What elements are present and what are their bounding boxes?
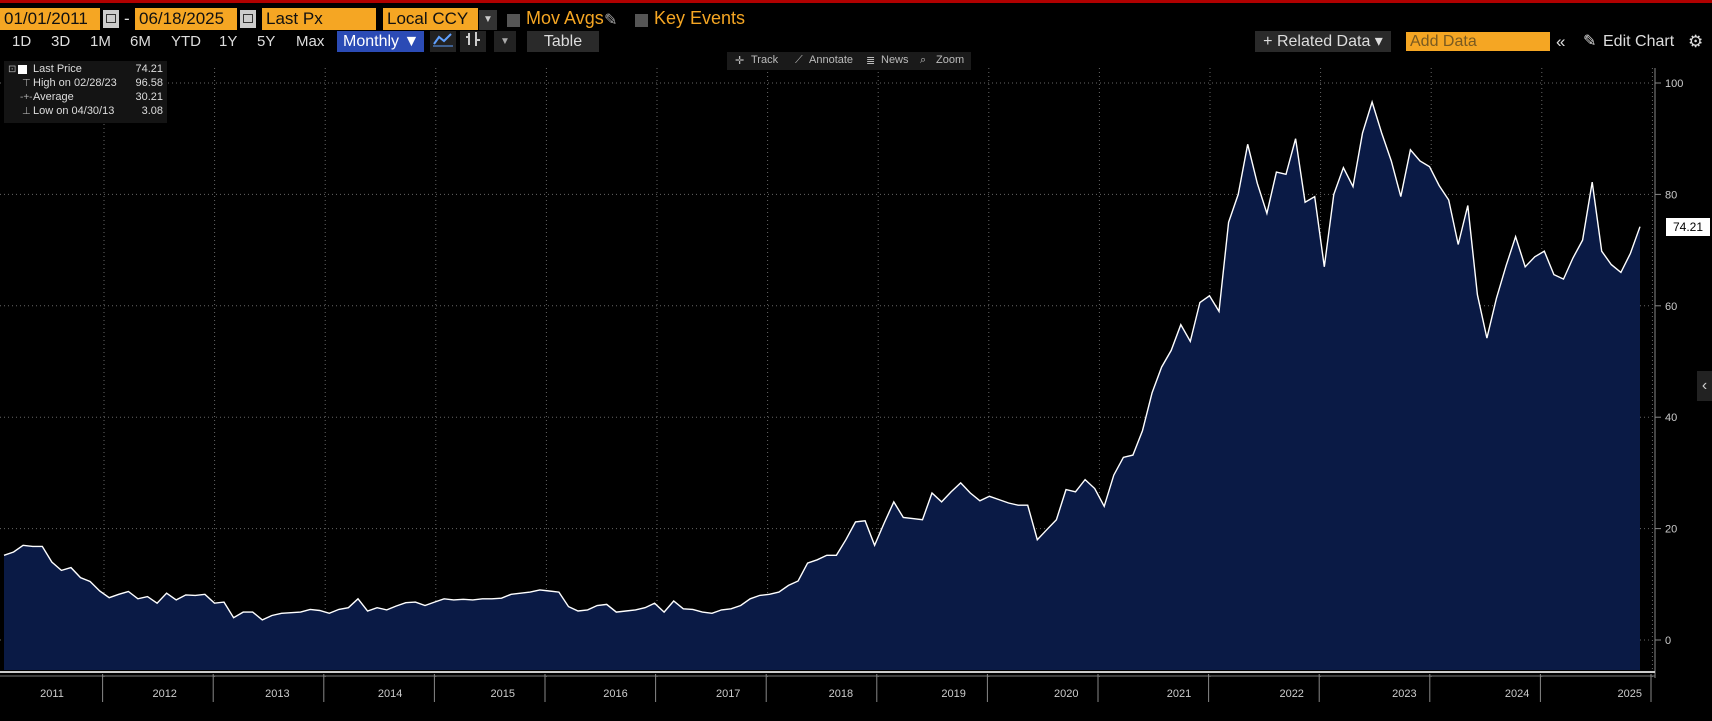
period-ytd-button[interactable]: YTD	[171, 33, 201, 50]
x-tick-label: 2022	[1279, 688, 1303, 700]
currency-selector[interactable]: Local CCY	[383, 8, 478, 30]
y-axis: 0 20 40 60 80 100	[1654, 68, 1683, 678]
calendar-icon[interactable]	[240, 10, 256, 28]
period-1y-button[interactable]: 1Y	[219, 33, 238, 50]
x-tick-label: 2017	[716, 688, 740, 700]
key-events-label[interactable]: Key Events	[654, 8, 746, 28]
legend-high-value: 96.58	[135, 77, 163, 89]
chart-mini-toolbar: ✛ Track ⟋ Annotate ≣ News ⌕ Zoom	[727, 52, 971, 70]
legend-swatch-icon[interactable]	[18, 65, 27, 74]
annotate-button[interactable]: Annotate	[809, 54, 854, 66]
line-chart-icon[interactable]	[430, 31, 456, 52]
x-tick-label: 2012	[152, 688, 176, 700]
y-tick-label: 60	[1665, 301, 1677, 313]
annotate-icon[interactable]: ⟋	[795, 54, 803, 66]
add-data-input[interactable]	[1406, 32, 1550, 51]
bar-chart-icon[interactable]	[460, 31, 486, 52]
chevron-down-icon[interactable]: ▼	[479, 10, 497, 30]
legend-last-price-value: 74.21	[135, 63, 163, 75]
period-6m-button[interactable]: 6M	[130, 33, 151, 50]
x-tick-label: 2014	[378, 688, 402, 700]
table-button[interactable]: Table	[527, 31, 599, 52]
period-5y-button[interactable]: 5Y	[257, 33, 276, 50]
x-tick-label: 2019	[941, 688, 965, 700]
legend-last-price-label: Last Price	[33, 63, 82, 75]
chart-legend: ⊡ Last Price 74.21 ⊤ High on 02/28/23 96…	[4, 61, 167, 123]
legend-high-label: High on 02/28/23	[33, 77, 117, 89]
edit-chart-button[interactable]: Edit Chart	[1603, 33, 1675, 50]
track-button[interactable]: Track	[751, 54, 779, 66]
x-tick-label: 2018	[829, 688, 853, 700]
x-tick-label: 2011	[40, 688, 64, 700]
x-tick-label: 2015	[491, 688, 515, 700]
date-range-bar: 01/01/2011 - 06/18/2025 Last Px Local CC…	[0, 6, 1712, 31]
news-button[interactable]: News	[881, 54, 909, 66]
start-date-field[interactable]: 01/01/2011	[0, 8, 100, 30]
y-tick-label: 40	[1665, 412, 1677, 424]
related-data-button[interactable]: + Related Data ▾	[1255, 31, 1391, 52]
mov-avgs-checkbox[interactable]	[507, 14, 520, 27]
gear-icon[interactable]: ⚙	[1688, 32, 1704, 51]
add-data-field[interactable]	[1406, 32, 1550, 51]
legend-average-value: 30.21	[135, 91, 163, 103]
news-icon[interactable]: ≣	[866, 55, 876, 67]
average-marker-icon: -+-	[20, 92, 33, 103]
last-price-tag: 74.21	[1666, 218, 1710, 236]
pencil-icon[interactable]: ✎	[1583, 33, 1597, 50]
x-tick-label: 2016	[603, 688, 627, 700]
high-marker-icon: ⊤	[22, 78, 31, 89]
mov-avgs-label[interactable]: Mov Avgs	[526, 8, 604, 28]
y-tick-label: 100	[1665, 78, 1683, 90]
x-axis: 2011 2012 2013 2014 2015 2016 2017 2018 2019 2020…	[0, 671, 1655, 702]
legend-low-label: Low on 04/30/13	[33, 105, 115, 117]
price-area-fill	[4, 102, 1640, 670]
x-tick-label: 2025	[1618, 688, 1642, 700]
period-max-button[interactable]: Max	[296, 33, 325, 50]
x-tick-label: 2020	[1054, 688, 1078, 700]
period-1m-button[interactable]: 1M	[90, 33, 111, 50]
period-toolbar: 1D 3D 1M 6M YTD 1Y 5Y Max Monthly ▼ ▼ Ta…	[0, 31, 1712, 53]
pencil-icon[interactable]: ✎	[604, 12, 618, 29]
crosshair-icon[interactable]: ✛	[735, 55, 745, 67]
y-tick-label: 20	[1665, 524, 1677, 536]
key-events-checkbox[interactable]	[635, 14, 648, 27]
y-tick-label: 80	[1665, 189, 1677, 201]
field-selector[interactable]: Last Px	[262, 8, 376, 30]
low-marker-icon: ⊥	[22, 106, 31, 117]
chevron-down-icon[interactable]: ▼	[494, 31, 516, 52]
legend-low-value: 3.08	[141, 105, 163, 117]
zoom-icon[interactable]: ⌕	[920, 54, 927, 66]
collapse-left-icon[interactable]: «	[1556, 32, 1566, 51]
x-tick-label: 2021	[1167, 688, 1191, 700]
y-tick-label: 0	[1665, 635, 1671, 647]
legend-bracket-icon: ⊡	[8, 64, 17, 75]
x-tick-label: 2024	[1505, 688, 1529, 700]
end-date-field[interactable]: 06/18/2025	[135, 8, 237, 30]
expand-panel-icon[interactable]: ‹	[1697, 371, 1712, 401]
x-tick-label: 2013	[265, 688, 289, 700]
price-line	[3, 99, 1641, 621]
zoom-button[interactable]: Zoom	[936, 54, 965, 66]
calendar-icon[interactable]	[103, 10, 119, 28]
top-accent-line	[0, 0, 1712, 3]
period-3d-button[interactable]: 3D	[51, 33, 71, 50]
period-1d-button[interactable]: 1D	[12, 33, 32, 50]
x-tick-label: 2023	[1392, 688, 1416, 700]
date-separator: -	[124, 9, 130, 28]
legend-average-label: Average	[33, 91, 74, 103]
frequency-dropdown[interactable]: Monthly ▼	[337, 31, 424, 52]
